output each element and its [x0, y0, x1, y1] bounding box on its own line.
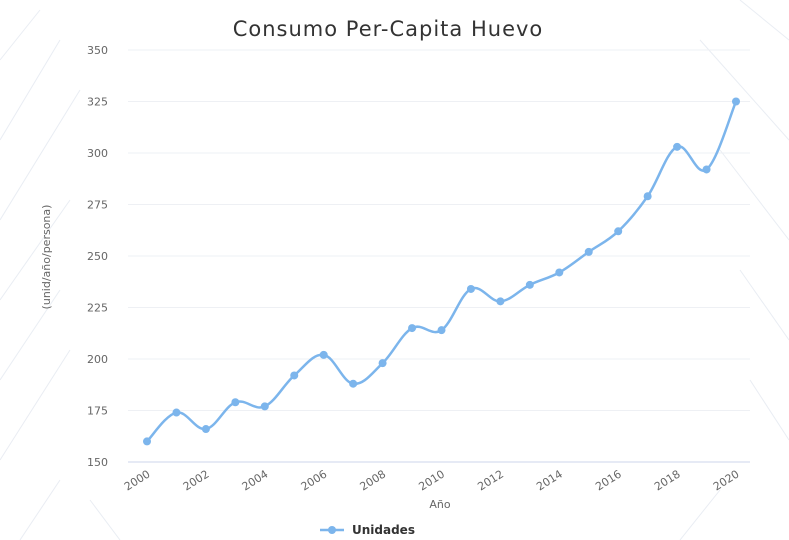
y-tick-label: 200 [87, 353, 108, 366]
data-point[interactable] [614, 227, 623, 236]
series-line-unidades [146, 101, 738, 443]
data-point[interactable] [437, 326, 446, 335]
y-tick-label: 275 [87, 199, 108, 212]
data-point[interactable] [525, 280, 534, 289]
x-tick-label: 2020 [711, 468, 742, 494]
data-point[interactable] [260, 402, 269, 411]
data-point[interactable] [584, 247, 593, 256]
x-tick-label: 2018 [652, 468, 683, 494]
data-point[interactable] [466, 284, 475, 293]
data-point[interactable] [349, 379, 358, 388]
x-axis-label: Año [429, 498, 450, 511]
legend[interactable]: Unidades [320, 523, 415, 537]
x-tick-label: 2014 [534, 468, 565, 494]
gridlines [128, 49, 750, 463]
x-tick-label: 2000 [122, 468, 153, 494]
y-tick-label: 300 [87, 147, 108, 160]
y-tick-label: 250 [87, 250, 108, 263]
y-tick-label: 325 [87, 96, 108, 109]
data-point[interactable] [555, 268, 564, 277]
series-markers [143, 97, 740, 446]
data-point[interactable] [673, 142, 682, 151]
data-point[interactable] [172, 408, 181, 417]
y-axis-label: (unid/año/persona) [40, 205, 53, 310]
x-tick-label: 2004 [240, 468, 271, 494]
y-tick-label: 225 [87, 302, 108, 315]
x-axis-ticks: 2000 2002 2004 2006 2008 2010 2012 2014 2016 2018… [122, 468, 742, 494]
data-point[interactable] [143, 437, 151, 446]
data-point[interactable] [290, 371, 299, 380]
y-tick-label: 150 [87, 456, 108, 469]
data-point[interactable] [201, 425, 210, 434]
y-axis-ticks: 150 175 200 225 250 275 300 325 350 [87, 44, 108, 469]
data-point[interactable] [702, 165, 711, 174]
x-tick-label: 2002 [181, 468, 212, 494]
y-tick-label: 350 [87, 44, 108, 57]
x-tick-label: 2008 [358, 468, 389, 494]
legend-label-unidades: Unidades [352, 523, 415, 537]
data-point[interactable] [732, 97, 740, 106]
x-tick-label: 2016 [593, 468, 624, 494]
data-point[interactable] [643, 192, 652, 201]
x-tick-label: 2012 [475, 468, 506, 494]
data-point[interactable] [408, 324, 417, 333]
data-point[interactable] [496, 297, 505, 306]
chart-title: Consumo Per-Capita Huevo [233, 17, 544, 41]
y-tick-label: 175 [87, 405, 108, 418]
legend-symbol-marker [328, 526, 336, 534]
x-tick-label: 2006 [299, 468, 330, 494]
data-point[interactable] [231, 398, 240, 407]
x-tick-label: 2010 [416, 468, 447, 494]
data-point[interactable] [378, 359, 387, 368]
data-point[interactable] [319, 350, 328, 359]
